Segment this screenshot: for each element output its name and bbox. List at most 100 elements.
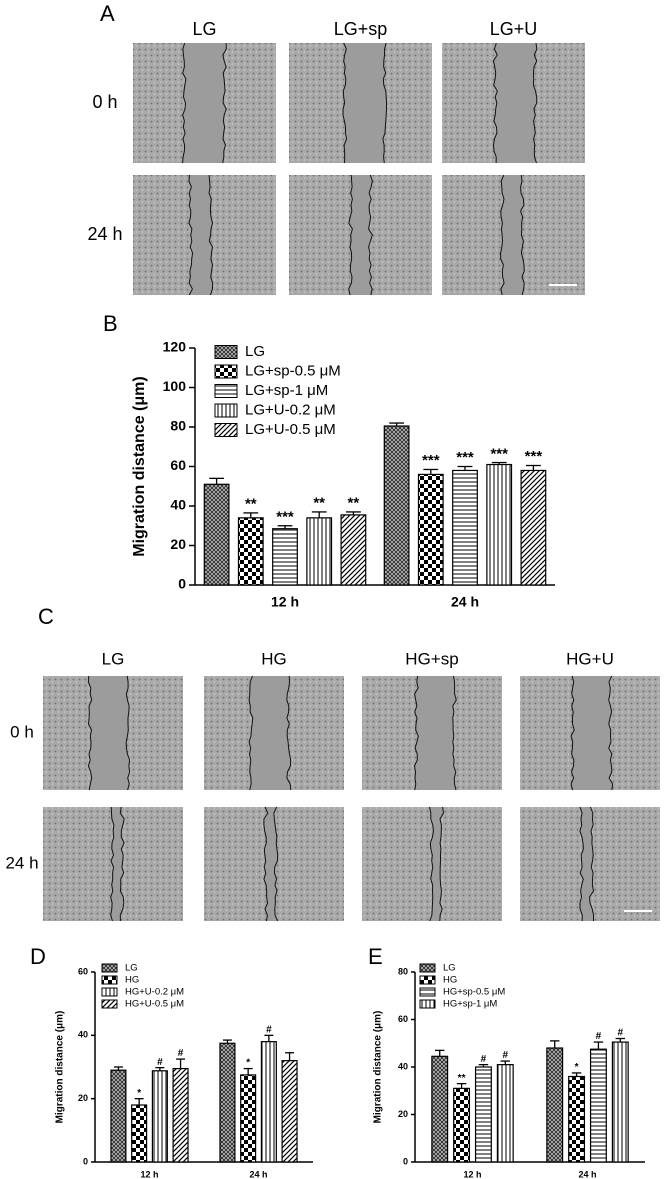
wound-edge xyxy=(119,806,125,922)
legend-swatch xyxy=(214,403,238,418)
y-tick-label: 60 xyxy=(78,966,88,976)
significance-label: *** xyxy=(276,508,294,525)
y-tick-label: 20 xyxy=(398,1109,408,1119)
wound-edge xyxy=(188,174,194,296)
wound-edge xyxy=(500,174,505,296)
wound-gap xyxy=(579,807,594,921)
wound-edge xyxy=(110,806,115,922)
row-label: 0 h xyxy=(10,722,34,741)
significance-label: ** xyxy=(458,1073,466,1084)
wound-edge xyxy=(532,42,538,164)
bar xyxy=(110,1069,127,1163)
significance-label: # xyxy=(266,1024,272,1035)
column-label: HG xyxy=(261,649,287,668)
wound-gap xyxy=(88,676,130,790)
bar xyxy=(417,473,444,586)
wound-edge xyxy=(222,42,227,164)
legend-swatch xyxy=(101,999,118,1009)
legend-swatch xyxy=(419,975,436,985)
legend-label: HG+U-0.2 μM xyxy=(125,987,184,998)
legend-label: HG xyxy=(125,975,139,986)
wound-gap xyxy=(263,807,278,921)
bar xyxy=(340,514,367,586)
legend-swatch xyxy=(101,975,118,985)
bar xyxy=(486,463,513,586)
wound-edge xyxy=(368,174,373,296)
significance-label: # xyxy=(617,1028,623,1039)
wound-edge xyxy=(608,675,614,791)
legend-label: LG xyxy=(245,343,265,360)
bar xyxy=(237,517,264,586)
bar xyxy=(496,1064,514,1163)
significance-label: *** xyxy=(422,452,440,469)
bar xyxy=(203,483,230,586)
wound-gap xyxy=(493,43,537,163)
wound-gap xyxy=(414,676,457,790)
y-axis-label: Migration distance (μm) xyxy=(55,1011,66,1124)
legend-label: LG+U-0.5 μM xyxy=(245,421,336,438)
bar xyxy=(272,528,298,586)
legend-label: HG+U-0.5 μM xyxy=(125,999,184,1010)
wound-gap xyxy=(500,175,525,295)
y-axis-label: Migration distance (μm) xyxy=(373,1011,384,1124)
column-label: LG+U xyxy=(490,19,538,39)
wound-edge xyxy=(263,806,269,922)
legend-swatch xyxy=(101,987,118,997)
legend-swatch xyxy=(214,423,238,437)
y-tick-label: 20 xyxy=(170,536,186,552)
legend-label: LG+U-0.2 μM xyxy=(245,401,336,418)
bar xyxy=(452,469,478,586)
column-label: LG xyxy=(102,649,125,668)
legend-label: HG+sp-0.5 μM xyxy=(443,987,505,998)
wound-edge xyxy=(589,806,595,921)
bar xyxy=(431,1055,449,1163)
legend-label: LG xyxy=(443,963,456,974)
significance-label: ** xyxy=(348,495,360,512)
bar xyxy=(240,1074,257,1163)
wound-edge xyxy=(520,174,525,296)
y-tick-label: 80 xyxy=(398,966,408,976)
panel-letter: B xyxy=(103,311,118,336)
y-tick-label: 20 xyxy=(78,1093,88,1103)
column-label: LG xyxy=(192,19,216,39)
y-tick-label: 40 xyxy=(78,1030,88,1040)
legend-swatch xyxy=(419,963,436,973)
column-label: HG+U xyxy=(566,649,614,668)
x-tick-label: 12 h xyxy=(140,1169,158,1179)
panel-letter: A xyxy=(100,1,115,26)
bar xyxy=(172,1067,189,1163)
bar xyxy=(474,1066,492,1163)
y-tick-label: 100 xyxy=(163,378,187,394)
bar xyxy=(383,425,410,586)
significance-label: *** xyxy=(456,449,474,466)
wound-edge xyxy=(382,42,388,164)
wound-edge xyxy=(492,42,498,164)
significance-label: # xyxy=(596,1031,602,1042)
wound-edge xyxy=(286,675,292,791)
y-tick-label: 120 xyxy=(163,339,187,355)
legend-swatch xyxy=(419,999,436,1009)
wound-edge xyxy=(439,806,445,922)
bar xyxy=(260,1041,277,1163)
bar xyxy=(546,1047,564,1163)
significance-label: *** xyxy=(525,448,543,465)
wound-edge xyxy=(579,806,584,921)
bar xyxy=(568,1075,586,1163)
wound-edge xyxy=(413,675,419,791)
wound-gap xyxy=(343,43,387,163)
y-tick-label: 40 xyxy=(398,1061,408,1071)
significance-label: ** xyxy=(245,496,257,513)
wound-gap xyxy=(182,43,227,163)
wound-gap xyxy=(348,175,373,295)
legend-label: LG xyxy=(125,963,138,974)
y-tick-label: 60 xyxy=(398,1014,408,1024)
row-label: 24 h xyxy=(5,853,38,872)
wound-gap xyxy=(249,676,291,790)
legend-label: LG+sp-0.5 μM xyxy=(245,362,341,379)
significance-label: *** xyxy=(490,445,508,462)
bar xyxy=(306,517,333,586)
significance-label: # xyxy=(178,1048,184,1059)
legend-label: LG+sp-1 μM xyxy=(245,382,328,399)
wound-edge xyxy=(182,42,187,164)
